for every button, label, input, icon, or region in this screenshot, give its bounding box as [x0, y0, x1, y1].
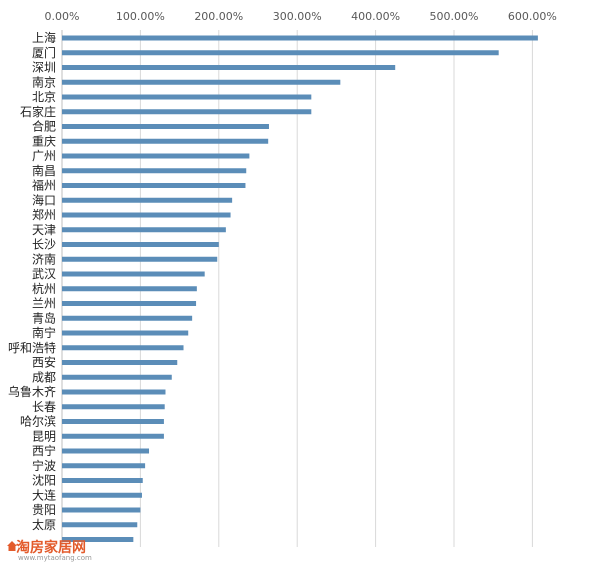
category-label: 沈阳: [32, 473, 56, 488]
bar: [62, 79, 341, 85]
category-label: 合肥: [32, 119, 56, 134]
category-label: 广州: [32, 149, 56, 163]
bar: [62, 65, 396, 70]
category-label: 杭州: [32, 281, 56, 296]
category-label: 兰州: [32, 297, 56, 311]
category-label: 海口: [32, 192, 56, 207]
bar: [62, 242, 219, 247]
category-label: 昆明: [32, 429, 56, 443]
category-label: 太原: [32, 517, 56, 532]
bar: [62, 419, 164, 424]
bar: [62, 448, 150, 454]
bar: [62, 286, 197, 292]
bar: [62, 360, 178, 365]
bar: [62, 345, 184, 351]
bar: [62, 227, 226, 233]
bar: [62, 212, 231, 218]
category-label: 贵阳: [32, 503, 56, 517]
bar: [62, 463, 146, 469]
x-axis-ticks: 0.00% 100.00% 200.00% 300.00% 400.00% 500.00%…: [45, 10, 557, 23]
category-label: 福州: [32, 178, 56, 193]
category-label: 重庆: [32, 134, 56, 148]
category-label: 郑州: [32, 207, 56, 222]
bar: [62, 389, 166, 395]
category-label: 济南: [32, 251, 56, 266]
bar: [62, 301, 197, 306]
bar: [62, 168, 247, 174]
bar: [62, 138, 269, 144]
bar: [62, 478, 143, 483]
bar: [62, 433, 164, 439]
category-label: 乌鲁木齐: [8, 384, 56, 399]
bars: [62, 35, 538, 542]
bar: [62, 537, 134, 542]
category-labels: 上海厦门深圳南京北京石家庄合肥重庆广州南昌福州海口郑州天津长沙济南武汉杭州兰州青…: [8, 30, 56, 532]
category-label: 北京: [32, 90, 56, 104]
bar: [62, 404, 165, 410]
bar: [62, 183, 246, 188]
category-label: 石家庄: [20, 104, 56, 119]
watermark-url: www.mytaofang.com: [18, 554, 92, 562]
bar: [62, 271, 205, 277]
category-label: 长春: [32, 400, 56, 414]
watermark: 淘房家居网 www.mytaofang.com: [6, 536, 116, 562]
category-label: 上海: [32, 30, 56, 45]
bar: [62, 197, 233, 203]
category-label: 呼和浩特: [8, 340, 56, 355]
category-label: 哈尔滨: [20, 414, 56, 429]
watermark-brand: 淘房家居网: [16, 540, 86, 556]
x-tick-label: 500.00%: [430, 10, 479, 23]
category-label: 厦门: [32, 45, 56, 60]
category-label: 南昌: [32, 163, 56, 178]
x-tick-label: 600.00%: [508, 10, 557, 23]
category-label: 西安: [32, 355, 56, 370]
category-label: 青岛: [32, 310, 56, 325]
bar: [62, 374, 172, 380]
bar: [62, 109, 312, 115]
bar: [62, 35, 538, 41]
category-label: 大连: [32, 487, 56, 502]
grid-lines: [139, 30, 533, 547]
category-label: 长沙: [32, 238, 56, 252]
bar: [62, 50, 499, 56]
category-label: 武汉: [32, 267, 56, 281]
bar: [62, 256, 218, 262]
x-tick-label: 300.00%: [273, 10, 322, 23]
category-label: 南宁: [32, 325, 56, 340]
x-tick-label: 0.00%: [45, 10, 80, 23]
bar: [62, 492, 142, 498]
category-label: 宁波: [32, 458, 56, 473]
bar: [62, 330, 189, 336]
category-label: 南京: [32, 74, 56, 89]
bar: [62, 507, 141, 513]
bar: [62, 94, 312, 100]
bar: [62, 315, 193, 321]
category-label: 天津: [32, 223, 56, 237]
bar: [62, 153, 250, 159]
x-tick-label: 200.00%: [194, 10, 243, 23]
category-label: 成都: [32, 370, 56, 384]
x-tick-label: 400.00%: [351, 10, 400, 23]
x-tick-label: 100.00%: [116, 10, 165, 23]
house-logo-icon: [7, 541, 17, 551]
category-label: 深圳: [32, 61, 56, 75]
category-label: 西宁: [32, 443, 56, 458]
bar: [62, 522, 138, 528]
bar: [62, 124, 269, 129]
